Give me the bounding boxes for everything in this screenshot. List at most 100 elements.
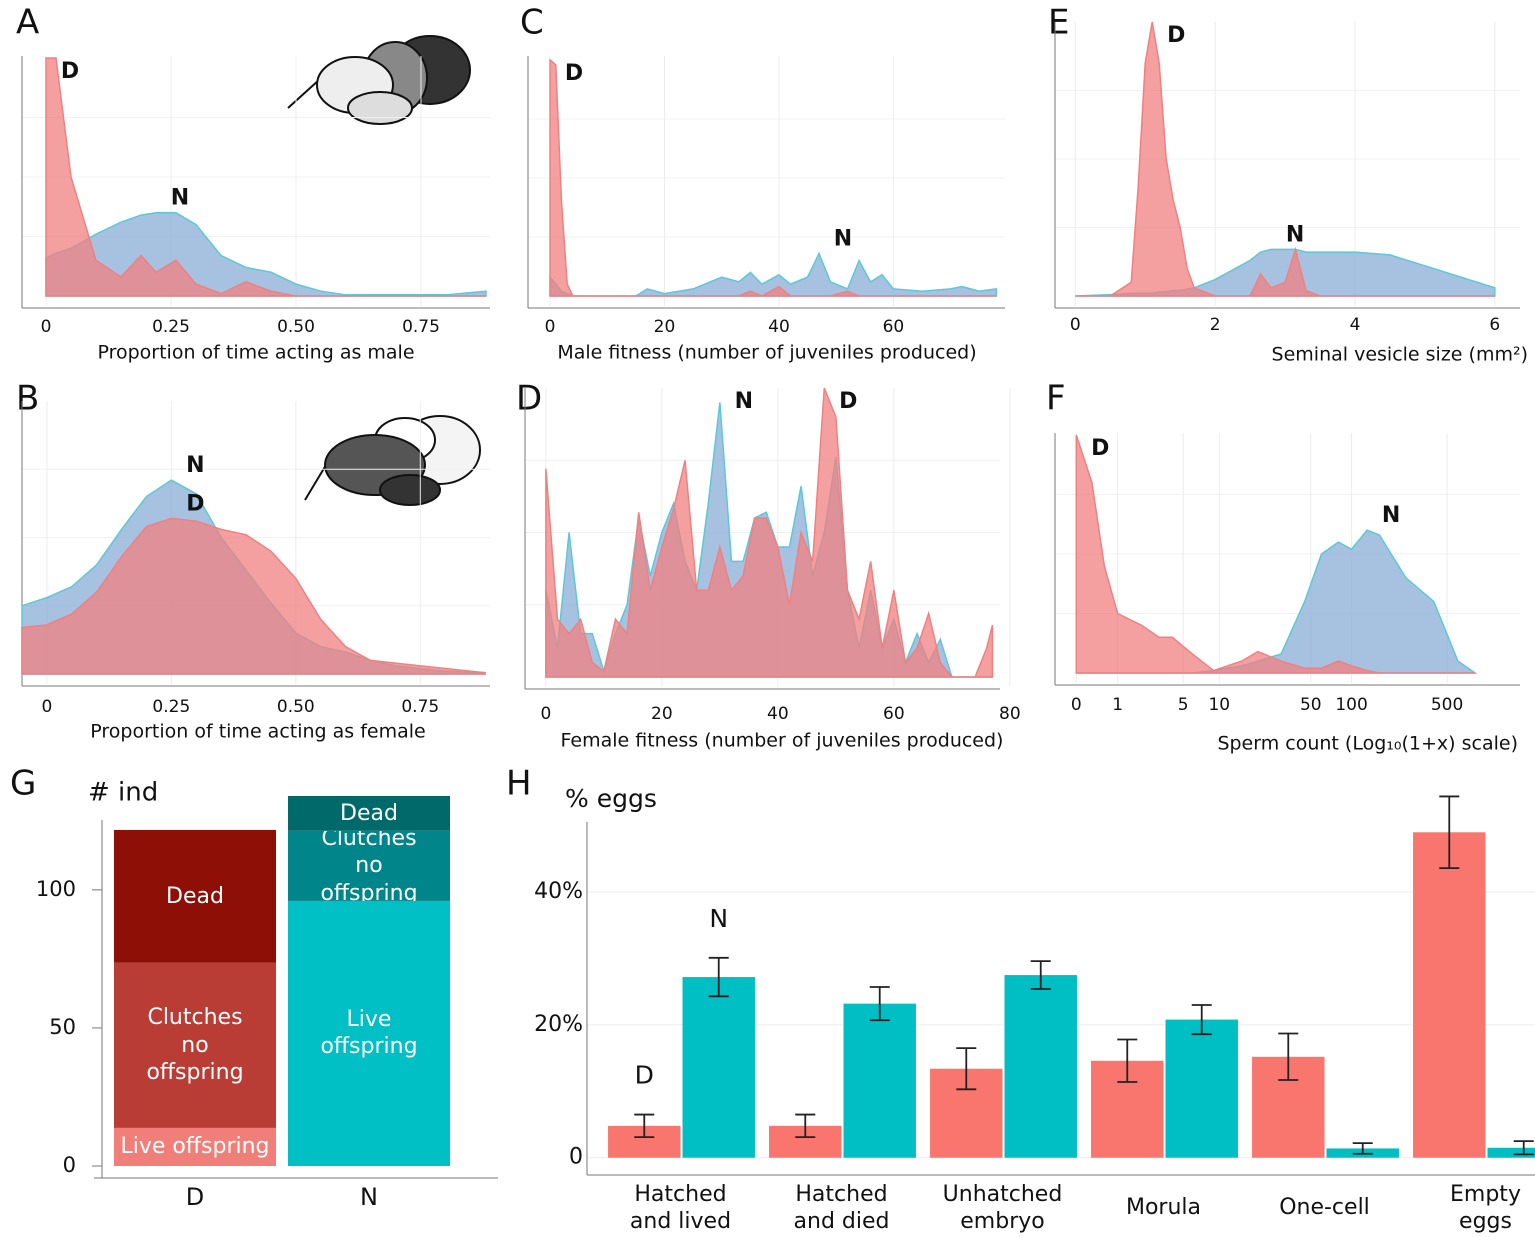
x-tick-label: 0 [41,697,52,717]
x-tick-label-box: Hatched and died [793,1181,890,1235]
panel-letter: F [1046,379,1066,419]
segment-label-box: Live offspring [320,1006,418,1060]
density-area [1075,21,1495,297]
x-tick-label: 40 [768,317,790,337]
bar [1487,1147,1535,1158]
panel-letter: H [506,764,532,804]
y-tick-label: 100 [36,877,76,901]
series-label: D [839,389,857,414]
error-bar [795,1113,816,1139]
x-tick-label: 1 [1112,695,1123,715]
series-label: D [635,1061,654,1090]
x-tick-label-box: Unhatched embryo [943,1182,1063,1235]
bar-segment [114,962,276,1128]
x-axis-title: Male fitness (number of juveniles produc… [557,342,976,364]
x-tick-label: 100 [1335,695,1367,715]
density-area [1075,434,1476,674]
x-tick-label: 0 [545,317,556,337]
error-bar [708,956,729,998]
x-tick-label-box: One-cell [1279,1195,1370,1221]
x-axis-title: Seminal vesicle size (mm²) [1272,344,1528,366]
x-tick-label: Morula [1125,1195,1202,1221]
bar [682,977,755,1158]
series-label: N [834,227,852,252]
x-tick-label: D [186,1183,204,1211]
y-tick-label: 50 [49,1015,76,1039]
series-label: D [1167,23,1185,48]
snail-illustration-a [287,35,471,125]
x-tick-label: 2 [1210,315,1221,335]
x-tick-label: 0.25 [152,317,190,337]
x-tick-label: 5 [1178,695,1189,715]
x-tick-label-box: Morula [1125,1195,1202,1221]
bar [1165,1019,1238,1158]
x-axis-title: Proportion of time acting as male [97,342,414,364]
series-label: N [709,904,728,933]
x-axis-title: Sperm count (Log₁₀(1+x) scale) [1217,733,1518,755]
error-bar [1278,1032,1299,1081]
x-axis-title: Proportion of time acting as female [90,721,425,743]
bar-segment [288,796,450,831]
series-label: D [1091,436,1109,461]
x-tick-label: 60 [883,704,905,724]
shell [379,474,441,506]
error-bar [956,1047,977,1091]
x-tick-label: Hatched and lived [629,1181,732,1235]
x-tick-label: 80 [999,704,1021,724]
y-tick-label: 0 [63,1153,76,1177]
error-bar [1439,795,1460,870]
y-tick-label: 20% [534,1012,583,1037]
x-tick-label: 4 [1350,315,1361,335]
error-bar [1513,1140,1534,1156]
x-tick-label: 40 [767,704,789,724]
x-tick-label: 0.75 [402,317,440,337]
x-tick-label: Hatched and died [793,1181,890,1235]
x-tick-label: 20 [651,704,673,724]
panel-letter: A [16,3,39,43]
series-label: D [61,59,79,84]
error-bar [1352,1142,1373,1155]
series-label: N [1382,503,1400,528]
x-tick-label: One-cell [1279,1195,1370,1221]
x-tick-label: 500 [1431,695,1463,715]
series-label: N [735,389,753,414]
x-tick-label: 6 [1489,315,1500,335]
segment-label-box: Clutches no offspring [146,1005,243,1085]
x-tick-label: 0.75 [401,697,439,717]
segment-label: Live offspring [320,1006,418,1060]
panel-letter: C [520,3,544,43]
error-bar [1030,960,1051,990]
bar-segment [288,830,450,901]
x-tick-label: 0 [1071,695,1082,715]
y-axis-title: # ind [88,778,158,808]
panel-letter: B [16,379,39,419]
series-label: D [186,491,204,516]
x-tick-label: 0 [1070,315,1081,335]
x-tick-label: 60 [883,317,905,337]
panel-letter: G [10,764,36,804]
y-tick-label: 0 [569,1145,583,1170]
segment-label: Live offspring [120,1134,270,1160]
segment-label: Dead [340,800,398,826]
density-area [545,387,994,678]
y-tick-label: 40% [534,879,583,904]
x-tick-label: 20 [654,317,676,337]
segment-label-box: Dead [166,883,224,909]
error-bar [869,986,890,1022]
bar [1413,832,1486,1158]
segment-label: Dead [166,883,224,909]
error-bar [634,1113,655,1139]
x-tick-label: N [360,1183,378,1211]
x-tick-label-box: Hatched and lived [629,1181,732,1235]
bar-segment [288,900,450,1166]
segment-label: Clutches no offspring [320,830,418,901]
x-tick-label: 0 [41,317,52,337]
density-area [21,517,486,675]
x-tick-label: 0.25 [152,697,190,717]
series-label: N [186,453,204,478]
bar [1004,975,1077,1158]
segment-label-box: Live offspring [120,1134,270,1160]
density-area [45,57,486,297]
x-axis-title: Female fitness (number of juveniles prod… [561,730,1004,752]
